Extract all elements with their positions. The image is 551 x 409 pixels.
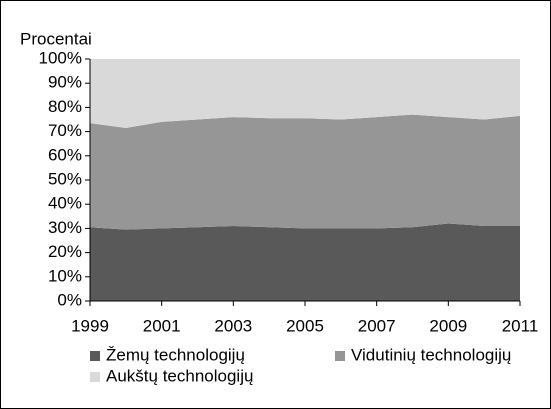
y-tick-label: 80%	[48, 97, 82, 116]
y-tick-label: 10%	[48, 266, 82, 285]
x-tick-label: 2007	[358, 316, 396, 335]
y-tick-label: 30%	[48, 218, 82, 237]
x-tick-label: 1999	[71, 316, 109, 335]
y-tick-label: 60%	[48, 145, 82, 164]
y-tick-label: 70%	[48, 121, 82, 140]
y-tick-label: 90%	[48, 73, 82, 92]
area	[90, 59, 520, 128]
x-tick-label: 2003	[214, 316, 252, 335]
y-tick-label: 40%	[48, 194, 82, 213]
legend-label: Vidutinių technologijų	[351, 345, 511, 364]
y-tick-label: 100%	[39, 48, 82, 67]
x-tick-label: 2009	[429, 316, 467, 335]
legend-swatch	[90, 351, 100, 361]
x-tick-label: 2005	[286, 316, 324, 335]
area	[90, 114, 520, 230]
legend-label: Aukštų technologijų	[106, 366, 253, 385]
x-tick-label: 2001	[143, 316, 181, 335]
y-axis-label: Procentai	[20, 29, 92, 48]
y-tick-label: 0%	[57, 290, 82, 309]
area	[90, 223, 520, 301]
y-tick-label: 20%	[48, 242, 82, 261]
legend-swatch	[90, 372, 100, 382]
legend-swatch	[335, 351, 345, 361]
y-tick-label: 50%	[48, 169, 82, 188]
legend-label: Žemų technologijų	[106, 345, 245, 364]
x-tick-label: 2011	[502, 316, 539, 335]
